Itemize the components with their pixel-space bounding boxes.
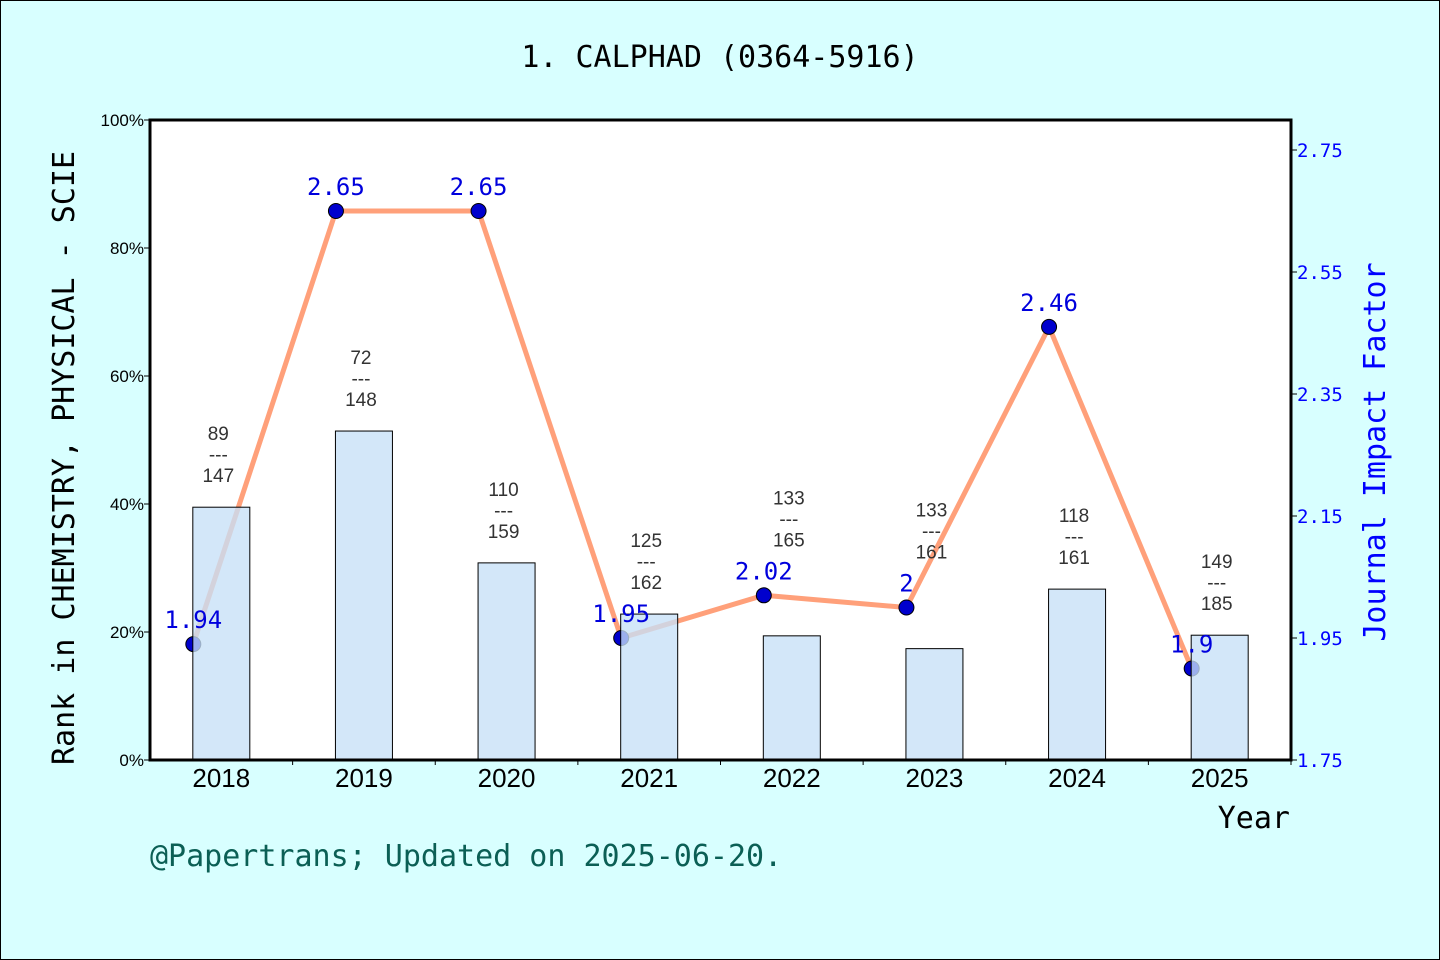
y-tick-label: 60% xyxy=(110,367,144,386)
y-axis-label: Rank in CHEMISTRY, PHYSICAL - SCIE xyxy=(47,151,82,765)
rank-bar xyxy=(477,562,536,761)
x-tick-label: 2018 xyxy=(192,763,250,793)
rank-label: 125 xyxy=(630,531,662,552)
y2-tick-label: 1.95 xyxy=(1297,628,1343,650)
total-label: 162 xyxy=(630,573,662,594)
jif-label: 2.02 xyxy=(735,557,793,585)
x-axis-label: Year xyxy=(1218,801,1290,836)
rank-label-stack: 149---185 xyxy=(1201,552,1233,615)
rank-label-stack: 133---161 xyxy=(916,501,948,564)
rank-separator: --- xyxy=(209,445,228,466)
total-label: 147 xyxy=(202,466,234,487)
rank-separator: --- xyxy=(779,509,798,530)
rank-bar xyxy=(192,506,251,761)
rank-bar xyxy=(620,613,679,761)
rank-bar xyxy=(762,635,821,761)
rank-label: 149 xyxy=(1201,552,1233,573)
y2-tick-label: 1.75 xyxy=(1297,750,1343,772)
x-tick-label: 2023 xyxy=(906,763,964,793)
rank-label: 110 xyxy=(488,480,518,501)
jif-label: 1.94 xyxy=(164,606,222,634)
y-tick-label: 100% xyxy=(101,111,144,130)
y2-tick-label: 2.15 xyxy=(1297,506,1343,528)
jif-point xyxy=(755,587,772,604)
y2-axis-label: Journal Impact Factor xyxy=(1358,262,1393,641)
rank-separator: --- xyxy=(637,552,656,573)
rank-bar xyxy=(334,430,393,761)
total-label: 161 xyxy=(916,543,948,564)
jif-point xyxy=(470,203,487,219)
rank-bar xyxy=(1190,634,1249,761)
jif-point xyxy=(327,203,344,219)
y2-tick-label: 2.55 xyxy=(1297,262,1343,284)
rank-label: 133 xyxy=(916,501,948,522)
jif-label: 2 xyxy=(899,570,913,598)
jif-point xyxy=(898,599,915,616)
x-tick-label: 2020 xyxy=(478,763,536,793)
rank-bar xyxy=(1048,588,1107,761)
rank-label-stack: 133---165 xyxy=(773,488,805,551)
x-tick-label: 2022 xyxy=(763,763,821,793)
rank-separator: --- xyxy=(1207,573,1226,594)
total-label: 159 xyxy=(488,522,520,543)
jif-point xyxy=(1041,318,1058,335)
y-tick-label: 0% xyxy=(119,751,144,770)
y-tick-label: 20% xyxy=(110,623,144,642)
rank-label-stack: 110---159 xyxy=(488,480,520,543)
rank-separator: --- xyxy=(1065,527,1084,548)
rank-label-stack: 118---161 xyxy=(1058,506,1090,569)
y-tick-label: 40% xyxy=(110,495,144,514)
plot-area xyxy=(150,120,1291,760)
x-tick-label: 2019 xyxy=(335,763,393,793)
rank-separator: --- xyxy=(494,501,513,522)
rank-label: 118 xyxy=(1059,506,1089,527)
total-label: 185 xyxy=(1201,594,1233,615)
y2-tick-label: 2.75 xyxy=(1297,140,1343,162)
rank-label-stack: 72---148 xyxy=(345,348,377,411)
rank-label: 89 xyxy=(208,424,229,445)
total-label: 165 xyxy=(773,530,805,551)
jif-label: 1.9 xyxy=(1170,631,1213,659)
jif-label: 2.65 xyxy=(450,173,508,201)
rank-label-stack: 89---147 xyxy=(202,424,234,487)
rank-separator: --- xyxy=(922,522,941,543)
jif-label: 1.95 xyxy=(592,600,650,628)
rank-label: 133 xyxy=(773,488,805,509)
rank-bar xyxy=(905,648,964,761)
jif-label: 2.65 xyxy=(307,173,365,201)
rank-label: 72 xyxy=(350,348,371,369)
chart-title: 1. CALPHAD (0364-5916) xyxy=(521,40,918,75)
x-tick-label: 2025 xyxy=(1191,763,1249,793)
total-label: 148 xyxy=(345,390,377,411)
rank-label-stack: 125---162 xyxy=(630,531,662,594)
y2-tick-label: 2.35 xyxy=(1297,384,1343,406)
total-label: 161 xyxy=(1058,548,1090,569)
y-tick-label: 80% xyxy=(110,239,144,258)
x-tick-label: 2021 xyxy=(620,763,678,793)
footer-note: @Papertrans; Updated on 2025-06-20. xyxy=(150,839,782,874)
jif-label: 2.46 xyxy=(1020,289,1078,317)
rank-separator: --- xyxy=(351,369,370,390)
jif-line xyxy=(190,208,1194,670)
x-tick-label: 2024 xyxy=(1048,763,1106,793)
